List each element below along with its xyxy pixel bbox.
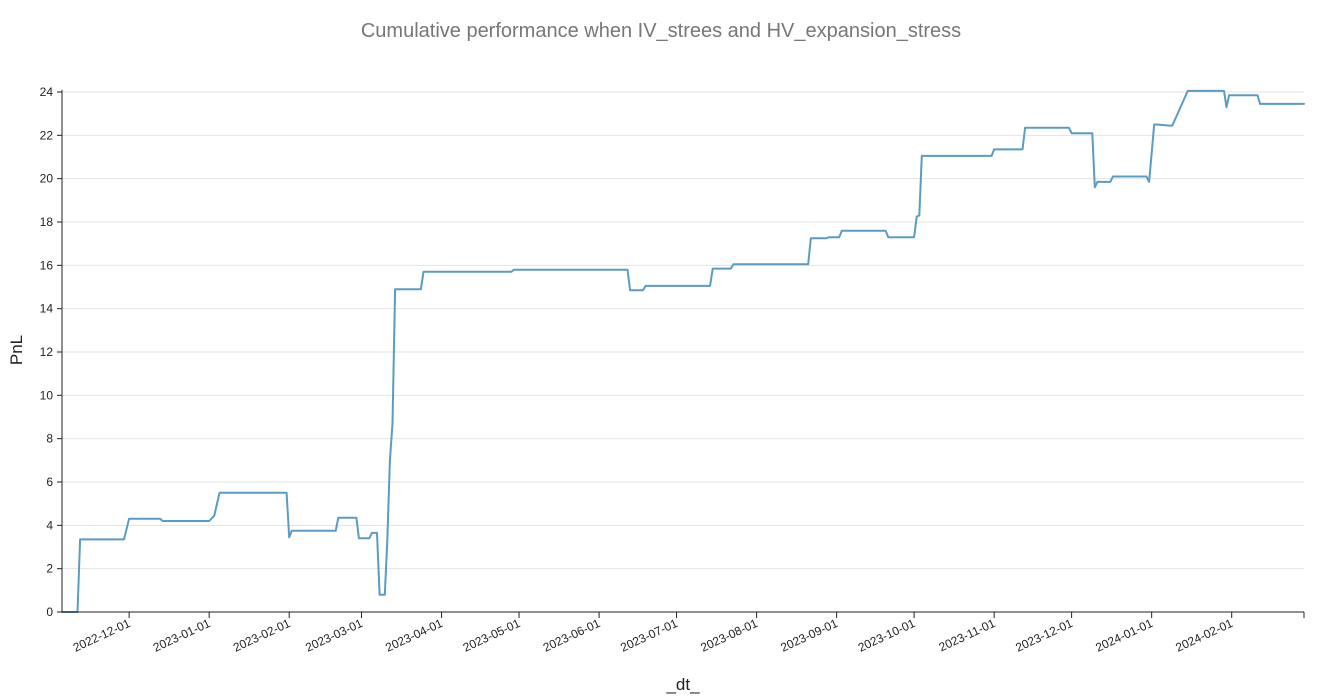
- y-tick-label: 2: [46, 562, 53, 576]
- y-axis-label: PnL: [7, 335, 26, 365]
- chart-title: Cumulative performance when IV_strees an…: [361, 20, 961, 42]
- y-tick-label: 16: [40, 258, 54, 272]
- x-tick-label: 2023-11-01: [937, 616, 998, 654]
- axes: [61, 90, 1304, 613]
- y-tick-label: 18: [40, 215, 54, 229]
- y-tick-label: 12: [40, 345, 54, 359]
- y-tick-label: 24: [40, 85, 54, 99]
- x-tick-label: 2023-07-01: [618, 616, 680, 655]
- plot-area: [61, 89, 1305, 613]
- x-tick-label: 2023-01-01: [151, 616, 213, 655]
- y-tick-label: 14: [40, 302, 54, 316]
- x-tick-label: 2023-12-01: [1013, 616, 1075, 655]
- x-tick-label: 2023-02-01: [231, 616, 293, 655]
- x-tick-label: 2023-06-01: [541, 616, 603, 655]
- y-tick-label: 10: [40, 388, 54, 402]
- x-tick-label: 2023-08-01: [698, 616, 760, 655]
- x-axis: 2022-12-01 2023-01-01 2023-02-01 2023-03-01…: [71, 612, 1305, 655]
- y-tick-label: 20: [40, 172, 54, 186]
- x-tick-label: 2023-03-01: [303, 616, 365, 655]
- x-tick-label: 2024-02-01: [1173, 616, 1235, 655]
- y-tick-label: 6: [46, 475, 53, 489]
- x-tick-label: 2022-12-01: [71, 616, 133, 655]
- x-tick-label: 2023-10-01: [856, 616, 918, 655]
- x-tick-label: 2023-05-01: [461, 616, 523, 655]
- y-tick-label: 0: [46, 605, 53, 619]
- y-tick-label: 22: [40, 128, 54, 142]
- x-tick-label: 2023-04-01: [383, 616, 445, 655]
- gridlines: [62, 91, 1304, 613]
- y-tick-label: 8: [46, 432, 53, 446]
- x-tick-label: 2024-01-01: [1093, 616, 1155, 655]
- x-axis-label: _dt_: [665, 675, 700, 694]
- x-tick-label: 2023-09-01: [778, 616, 840, 655]
- y-tick-label: 4: [46, 518, 53, 532]
- series-line-0: [61, 89, 1305, 613]
